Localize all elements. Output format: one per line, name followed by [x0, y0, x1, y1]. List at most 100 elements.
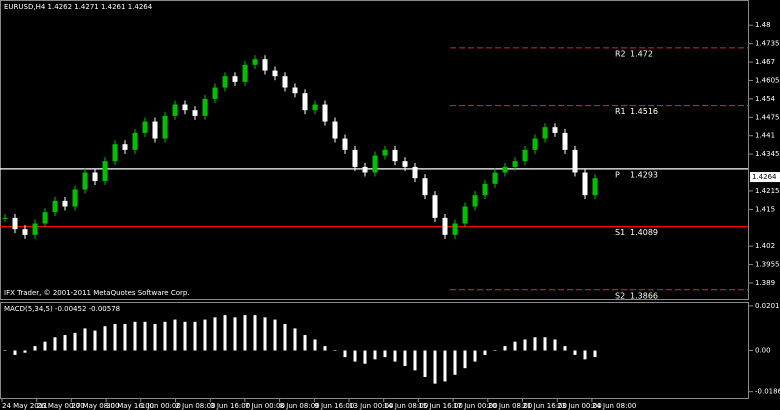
macd-frame — [0, 302, 749, 399]
date-label: 15 Jun 16:00 — [418, 402, 462, 410]
macd-bar — [573, 350, 577, 355]
macd-bar — [73, 332, 77, 351]
price-tick-label: 1.4345 — [755, 150, 780, 158]
candle — [122, 144, 128, 150]
price-tick-label: 1.4605 — [755, 76, 780, 84]
macd-bar — [463, 350, 467, 369]
candle — [252, 59, 258, 65]
candle — [282, 76, 288, 88]
candle — [382, 149, 388, 156]
macd-bar — [63, 335, 67, 351]
candle — [162, 115, 168, 139]
current-price: 1.4264 — [752, 173, 777, 181]
date-label: 7 Jun 00:00 — [245, 402, 285, 410]
macd-bar — [273, 319, 277, 351]
candle — [312, 104, 318, 111]
macd-bar — [373, 350, 377, 360]
price-tick-label: 1.4215 — [755, 187, 780, 195]
macd-bar — [413, 350, 417, 371]
candle — [432, 195, 438, 218]
candle — [522, 149, 528, 162]
macd-bar — [3, 350, 7, 351]
macd-bar — [263, 317, 267, 351]
candle — [572, 149, 578, 173]
macd-bar — [233, 317, 237, 351]
candle — [62, 200, 68, 207]
candle — [72, 189, 78, 207]
macd-bar — [353, 350, 357, 362]
candle — [92, 172, 98, 182]
price-tick-label: 1.48 — [755, 21, 771, 29]
candle — [492, 172, 498, 184]
pivot-name: P — [615, 170, 620, 179]
candle — [212, 87, 218, 99]
candle — [242, 64, 248, 82]
date-label: 1 Jun 00:00 — [141, 402, 181, 410]
macd-bar — [393, 350, 397, 362]
macd-bar — [243, 315, 247, 351]
candle — [2, 217, 8, 219]
candle — [152, 121, 158, 139]
macd-bar — [533, 337, 537, 351]
price-tick-label: 1.402 — [755, 242, 775, 250]
date-label: 20 Jun 08:00 — [488, 402, 532, 410]
date-label: 24 May 2011 — [2, 402, 48, 410]
candle — [462, 206, 468, 224]
candle — [112, 144, 118, 162]
macd-bar — [363, 350, 367, 364]
candle — [362, 166, 368, 173]
macd-bar — [473, 350, 477, 362]
macd-bar — [133, 321, 137, 351]
macd-bar — [223, 315, 227, 351]
candle — [562, 132, 568, 150]
macd-bar — [153, 323, 157, 351]
macd-bar — [283, 323, 287, 351]
price-tick-label: 1.4475 — [755, 113, 780, 121]
current-price-box — [750, 172, 780, 183]
macd-bar — [113, 323, 117, 351]
main-frame — [0, 0, 749, 300]
date-label: 3 Jun 16:00 — [210, 402, 250, 410]
candle — [142, 121, 148, 133]
candle — [332, 121, 338, 139]
macd-bar — [333, 350, 337, 351]
candle — [202, 98, 208, 116]
macd-bar — [83, 328, 87, 351]
candle — [352, 149, 358, 167]
price-tick-label: 1.389 — [755, 279, 775, 287]
date-label: 13 Jun 00:00 — [349, 402, 393, 410]
macd-bar — [343, 350, 347, 358]
macd-bar — [43, 341, 47, 351]
candle — [292, 87, 298, 94]
pivot-name: S1 — [615, 228, 625, 237]
pivot-name: S2 — [615, 291, 625, 300]
candle — [472, 195, 478, 207]
candle — [342, 138, 348, 150]
candle — [22, 229, 28, 235]
candle — [222, 76, 228, 88]
pivot-name: R2 — [615, 49, 626, 58]
candle — [32, 223, 38, 235]
macd-bar — [193, 321, 197, 351]
macd-bar — [483, 350, 487, 355]
candle — [542, 127, 548, 139]
candle — [232, 76, 238, 82]
macd-bar — [33, 346, 37, 351]
macd-bar — [313, 339, 317, 351]
macd-bar — [523, 339, 527, 351]
macd-bar — [503, 346, 507, 351]
macd-header: MACD(5,34,5) -0.00452 -0.00578 — [4, 305, 120, 313]
candle — [412, 166, 418, 179]
macd-bar — [513, 341, 517, 351]
price-tick-label: 1.415 — [755, 205, 775, 213]
candle — [372, 155, 378, 173]
macd-bar — [143, 321, 147, 351]
macd-bar — [173, 319, 177, 351]
candle — [12, 217, 18, 230]
macd-bar — [23, 350, 27, 353]
macd-bar — [253, 315, 257, 351]
macd-bar — [93, 330, 97, 351]
pivot-value: 1.4516 — [630, 107, 658, 116]
